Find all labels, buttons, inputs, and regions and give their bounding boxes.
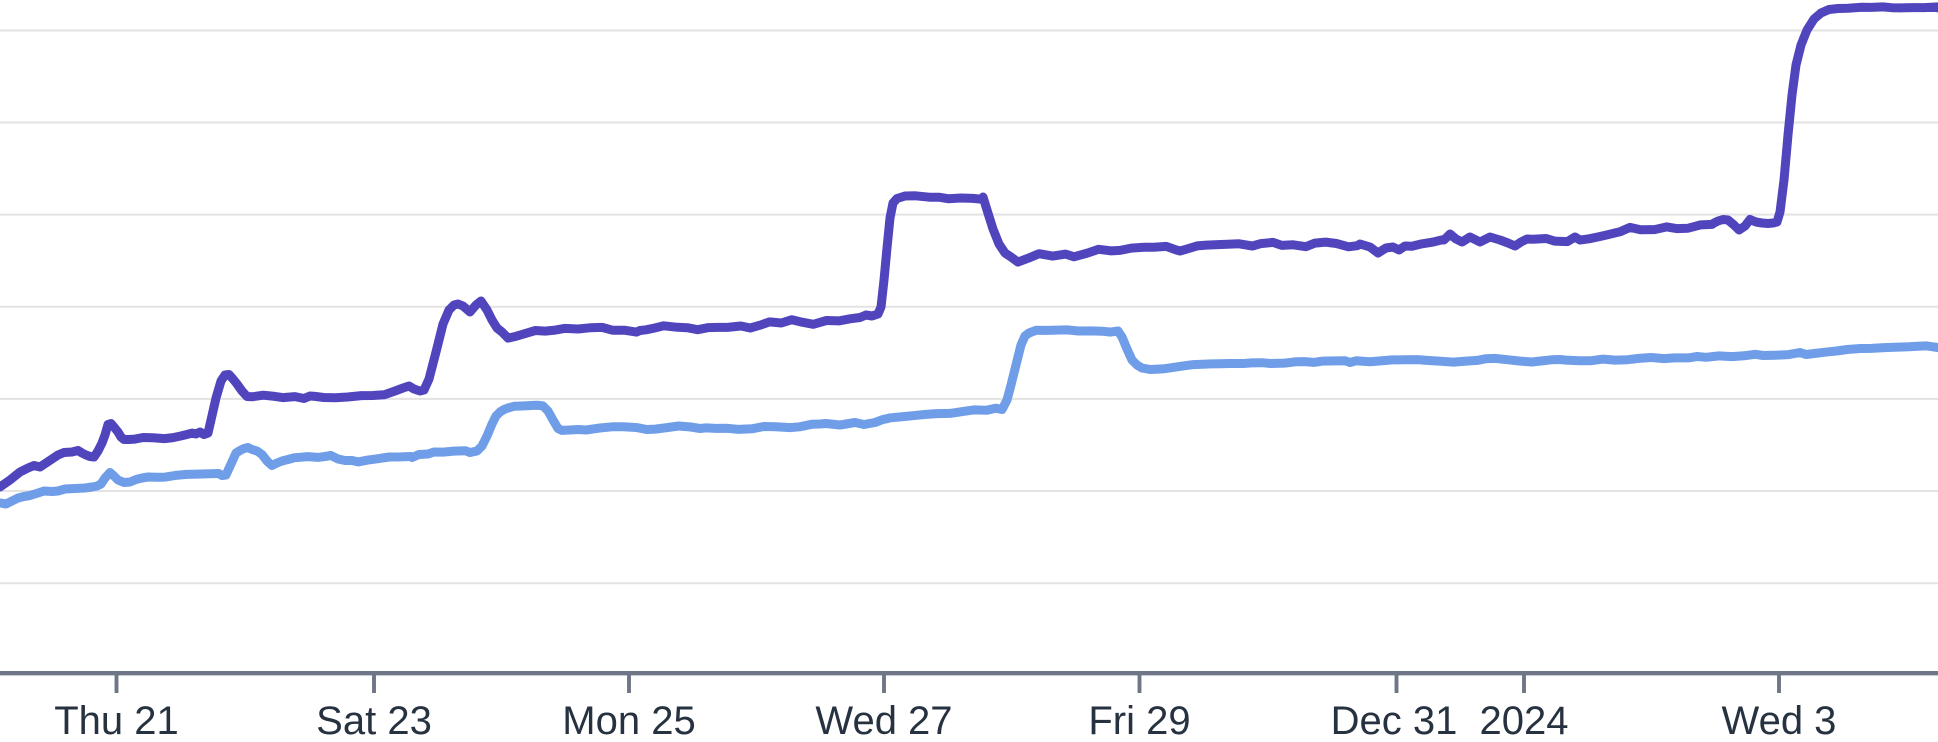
svg-text:Fri 29: Fri 29 <box>1088 699 1190 742</box>
svg-text:Sat 23: Sat 23 <box>316 699 432 742</box>
svg-text:Dec 31: Dec 31 <box>1331 699 1458 742</box>
svg-text:Wed 3: Wed 3 <box>1722 699 1837 742</box>
svg-text:Thu 21: Thu 21 <box>54 699 179 742</box>
svg-text:Wed 27: Wed 27 <box>815 699 952 742</box>
svg-text:2024: 2024 <box>1480 699 1569 742</box>
svg-text:Mon 25: Mon 25 <box>562 699 695 742</box>
